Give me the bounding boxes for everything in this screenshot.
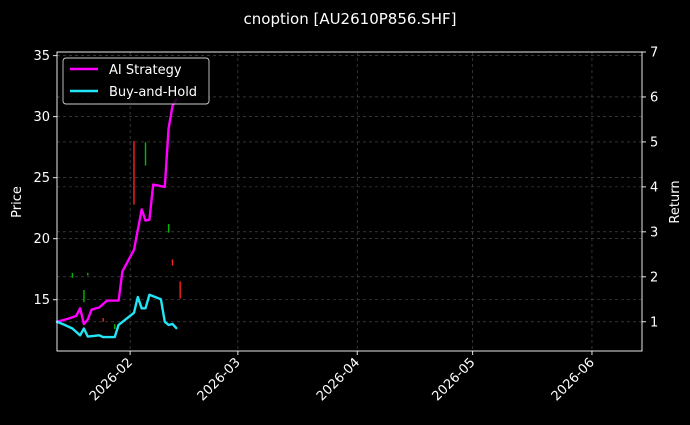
y-left-tick-label: 25 bbox=[33, 171, 50, 186]
y-left-tick-label: 20 bbox=[33, 232, 50, 247]
legend-box bbox=[62, 57, 210, 105]
legend: AI Strategy Buy-and-Hold bbox=[62, 57, 210, 105]
chart-title: cnoption [AU2610P856.SHF] bbox=[244, 10, 457, 28]
y-axis-right-label: Return bbox=[668, 180, 683, 223]
y-left-tick-label: 15 bbox=[33, 293, 50, 308]
plot-frame bbox=[56, 51, 643, 352]
y-axis-left-label: Price bbox=[10, 186, 25, 218]
y-right-tick-label: 3 bbox=[650, 225, 658, 240]
series-line-ai-strategy bbox=[55, 97, 178, 326]
legend-label-ai-strategy: AI Strategy bbox=[109, 63, 182, 78]
y-right-tick-label: 7 bbox=[650, 46, 658, 61]
y-right-tick-label: 2 bbox=[650, 270, 658, 285]
y-right-tick-label: 5 bbox=[650, 135, 658, 150]
y-left-tick-label: 35 bbox=[33, 49, 50, 64]
y-right-tick-label: 1 bbox=[650, 315, 658, 330]
series-lines bbox=[55, 97, 178, 339]
series-line-buy-and-hold bbox=[55, 293, 178, 339]
price-candles bbox=[71, 141, 181, 330]
legend-label-buy-and-hold: Buy-and-Hold bbox=[109, 85, 197, 100]
y-right-tick-label: 6 bbox=[650, 90, 658, 105]
y-left-tick-label: 30 bbox=[33, 110, 50, 125]
y-right-tick-label: 4 bbox=[650, 180, 658, 195]
